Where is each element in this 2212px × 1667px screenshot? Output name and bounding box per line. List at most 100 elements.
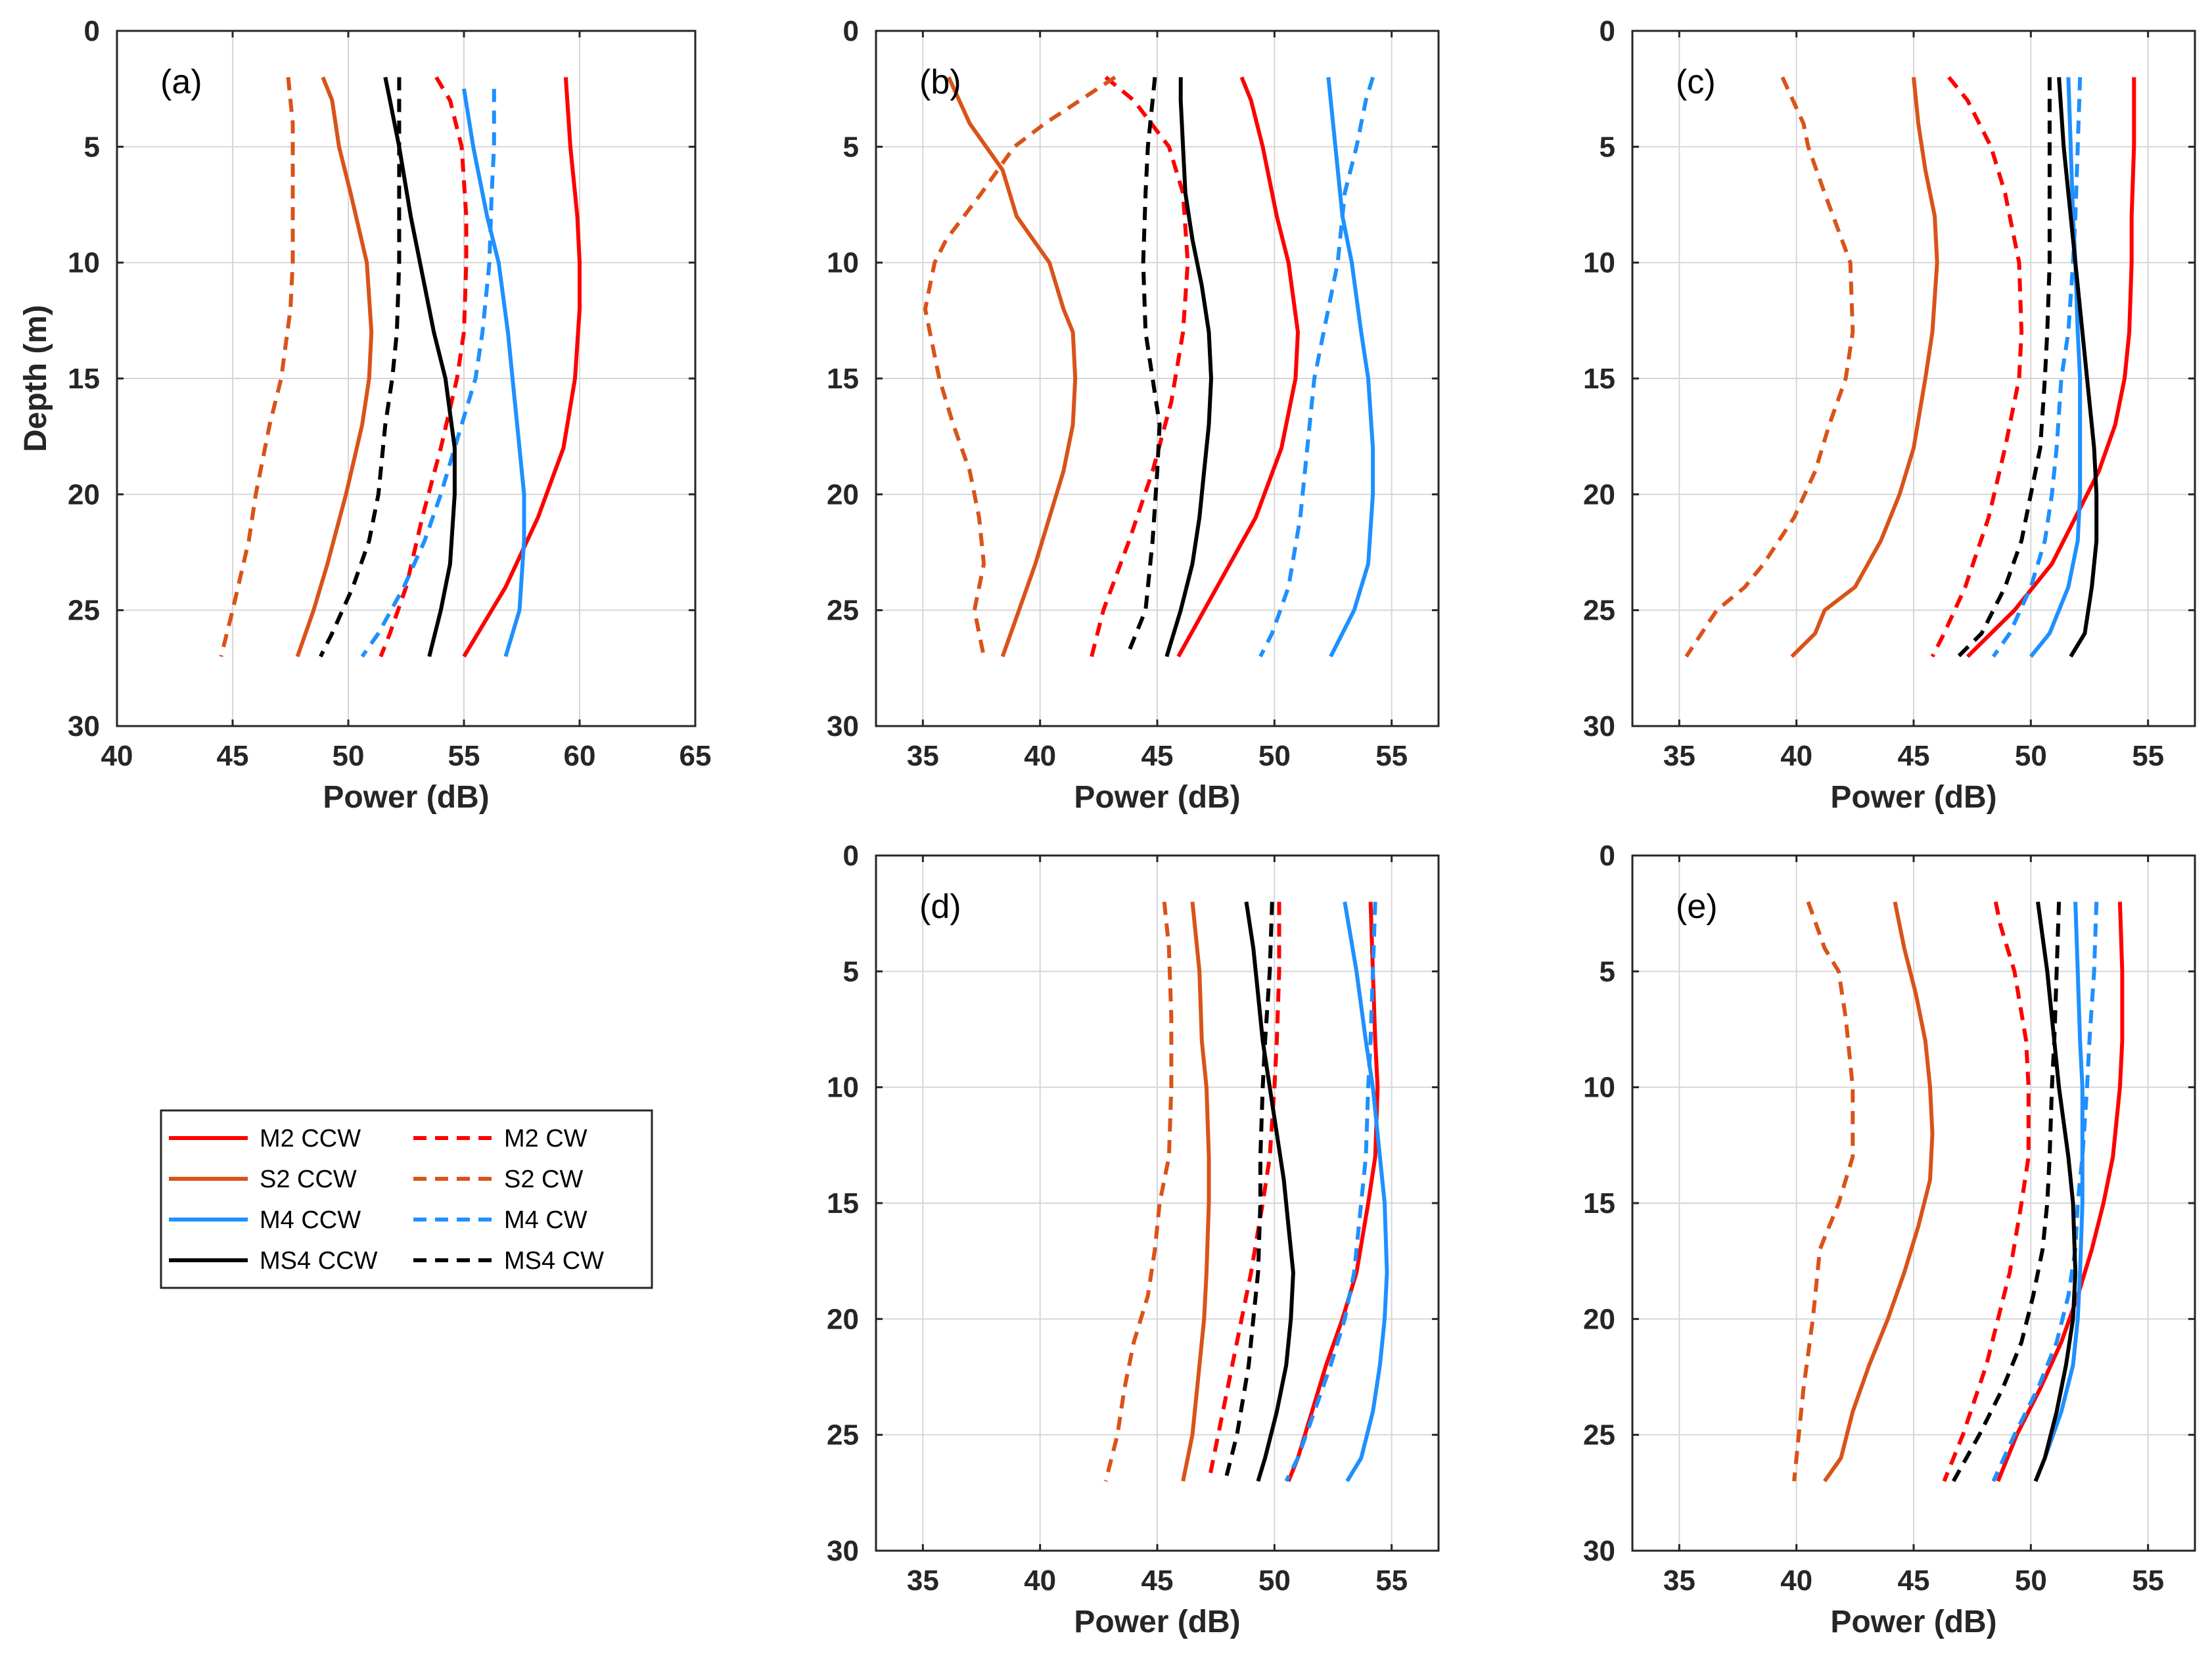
y-tick-label: 5	[1600, 955, 1615, 988]
legend-entry-m4-cw: M4 CW	[413, 1206, 588, 1234]
series-s2-cw	[219, 77, 295, 657]
y-tick-label: 5	[1600, 131, 1615, 163]
y-tick-label: 25	[1583, 595, 1615, 627]
y-tick-label: 20	[1583, 478, 1615, 511]
y-tick-label: 20	[1583, 1303, 1615, 1335]
panel-c: 35 40 45 50 55 0 5 10 15 20 25 30 Power (dB) (c)	[1583, 15, 2196, 815]
y-tick-label: 30	[827, 1535, 859, 1567]
x-tick-label: 35	[907, 740, 939, 772]
panel-e: 35 40 45 50 55 0 5 10 15 20 25 30 Power (dB) (e)	[1583, 840, 2196, 1639]
legend-entry-s2-cw: S2 CW	[413, 1166, 583, 1193]
legend-entry-ms4-cw: MS4 CW	[413, 1247, 604, 1275]
x-tick-label: 55	[1375, 1564, 1408, 1597]
x-tick-label: 50	[1258, 740, 1291, 772]
y-tick-label: 10	[827, 247, 859, 279]
y-tick-label: 10	[1583, 1072, 1615, 1104]
legend-label: M4 CCW	[260, 1206, 361, 1234]
series-m2-cw	[1207, 902, 1281, 1482]
x-tick-label: 40	[1780, 740, 1812, 772]
y-tick-label: 25	[827, 595, 859, 627]
panel-label: (c)	[1676, 63, 1716, 101]
y-tick-label: 15	[1583, 1187, 1615, 1220]
series-ms4-ccw	[383, 76, 457, 657]
x-tick-label: 45	[1898, 1564, 1930, 1597]
x-tick-label: 45	[1898, 740, 1930, 772]
panel-label: (b)	[919, 63, 961, 101]
y-tick-label: 20	[68, 478, 100, 511]
legend-label: M4 CW	[504, 1206, 588, 1234]
legend: M2 CCW M2 CW S2 CCW S2 CW M4 CCW M4 CW MS4 CCW…	[160, 1109, 653, 1289]
y-tick-label: 15	[68, 363, 100, 395]
x-tick-label: 50	[2015, 740, 2047, 772]
panel-a: 40 45 50 55 60 65 0 5 10 15 20 25 30 Power (dB) Depth …	[18, 15, 711, 815]
x-tick-label: 55	[2132, 1564, 2164, 1597]
y-tick-label: 10	[827, 1072, 859, 1104]
y-tick-label: 0	[843, 15, 859, 47]
series-m4-cw	[1258, 76, 1375, 658]
y-tick-label: 0	[84, 15, 100, 47]
series-m4-cw	[360, 89, 496, 658]
series-m2-cw	[1930, 76, 2024, 658]
series-ms4-cw	[1223, 902, 1274, 1482]
y-tick-label: 25	[827, 1419, 859, 1451]
legend-entry-s2-ccw: S2 CCW	[169, 1166, 357, 1193]
x-tick-label: 50	[2015, 1564, 2047, 1597]
y-tick-label: 5	[843, 131, 859, 163]
series-m2-cw	[1942, 901, 2031, 1482]
series-ms4-ccw	[1164, 77, 1213, 658]
legend-label: MS4 CCW	[260, 1247, 378, 1275]
x-axis-label: Power (dB)	[1074, 780, 1240, 815]
x-tick-label: 35	[1663, 740, 1695, 772]
x-tick-label: 35	[907, 1564, 939, 1597]
y-tick-label: 15	[1583, 363, 1615, 395]
y-tick-label: 20	[827, 1303, 859, 1335]
series-m4-ccw	[1343, 901, 1389, 1482]
y-tick-label: 10	[68, 247, 100, 279]
panel-label: (e)	[1676, 888, 1718, 926]
series-m2-cw	[379, 76, 469, 658]
series-m4-ccw	[462, 88, 526, 658]
x-tick-label: 55	[1375, 740, 1408, 772]
x-tick-label: 65	[680, 740, 712, 772]
legend-entry-m2-cw: M2 CW	[413, 1125, 588, 1153]
y-tick-label: 5	[843, 955, 859, 988]
y-tick-label: 0	[843, 840, 859, 872]
y-tick-label: 25	[68, 595, 100, 627]
series-ms4-cw	[319, 77, 402, 658]
series-m4-ccw	[2029, 77, 2083, 658]
x-tick-label: 35	[1663, 1564, 1695, 1597]
x-tick-label: 45	[217, 740, 249, 772]
x-axis-label: Power (dB)	[1830, 780, 1996, 815]
series-m2-ccw	[1996, 902, 2125, 1482]
y-tick-label: 0	[1600, 15, 1615, 47]
y-tick-label: 10	[1583, 247, 1615, 279]
y-tick-label: 30	[68, 710, 100, 742]
panel-b: 35 40 45 50 55 0 5 10 15 20 25 30 Power (dB) (b)	[827, 15, 1440, 815]
y-tick-label: 30	[1583, 1535, 1615, 1567]
y-tick-label: 15	[827, 1187, 859, 1220]
series-m4-ccw	[2033, 902, 2085, 1482]
y-tick-label: 0	[1600, 840, 1615, 872]
x-axis-label: Power (dB)	[323, 780, 489, 815]
y-axis-label: Depth (m)	[18, 305, 53, 452]
x-tick-label: 40	[1024, 1564, 1056, 1597]
x-tick-label: 50	[1258, 1564, 1291, 1597]
series-ms4-ccw	[1244, 902, 1295, 1482]
series-s2-cw	[1684, 76, 1855, 658]
panel-label: (a)	[160, 63, 202, 101]
x-axis-label: Power (dB)	[1830, 1605, 1996, 1639]
legend-label: M2 CW	[504, 1125, 588, 1153]
series-ms4-ccw	[2057, 77, 2099, 658]
legend-label: M2 CCW	[260, 1125, 361, 1153]
y-tick-label: 5	[84, 131, 100, 163]
series-s2-ccw	[295, 76, 374, 658]
legend-label: MS4 CW	[504, 1247, 604, 1275]
series-m4-cw	[1284, 902, 1377, 1482]
series-ms4-ccw	[2033, 902, 2078, 1482]
series-m4-ccw	[1326, 77, 1375, 658]
y-tick-label: 15	[827, 363, 859, 395]
series-m4-cw	[1991, 902, 2099, 1482]
y-tick-label: 20	[827, 478, 859, 511]
